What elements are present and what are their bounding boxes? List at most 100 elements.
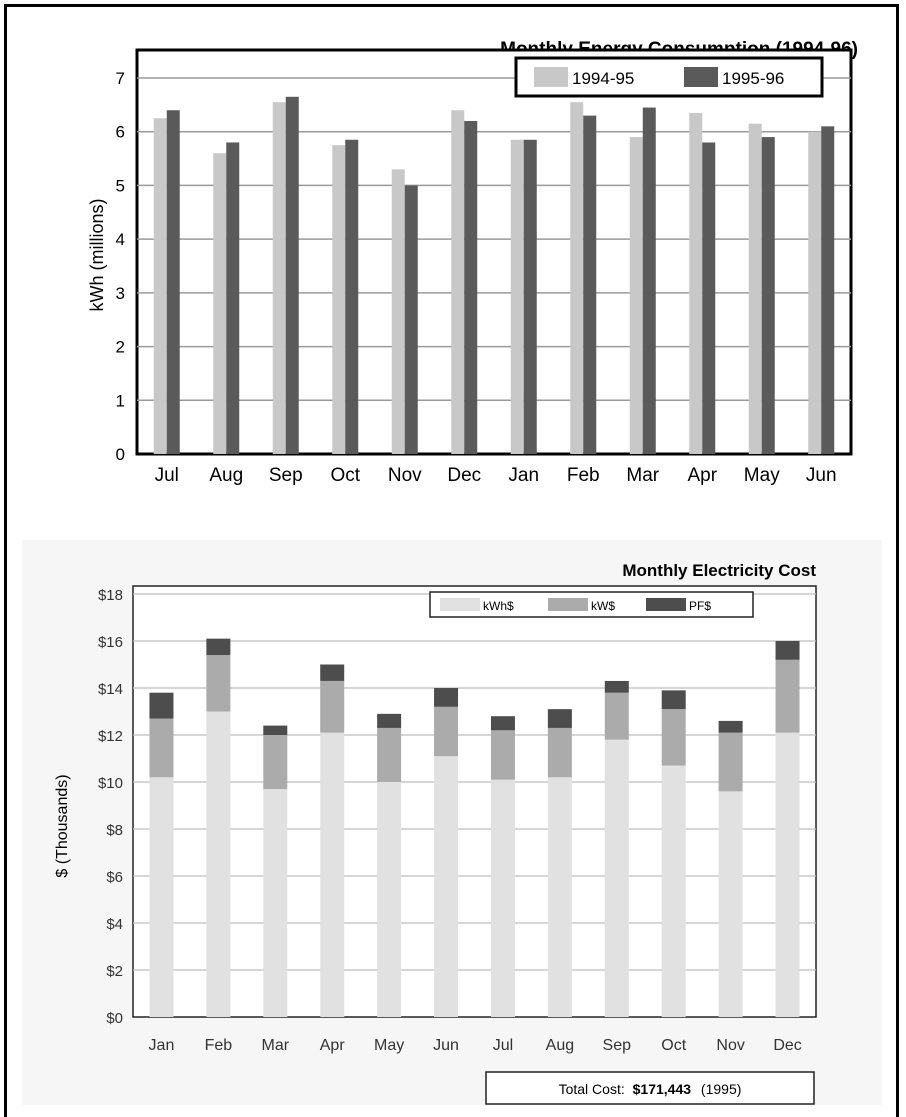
chart2-xtick-label: Oct <box>661 1037 686 1054</box>
chart1-bar <box>166 110 180 454</box>
chart2-bar-segment <box>263 725 288 735</box>
chart2-xtick-label: Aug <box>546 1037 574 1054</box>
chart2-xtick-label: May <box>374 1037 404 1054</box>
chart1-xtick-label: Nov <box>388 465 422 486</box>
chart2-xtick-label: Sep <box>603 1037 632 1054</box>
chart2-bar-segment <box>434 706 459 757</box>
chart1-bar <box>583 115 597 454</box>
chart1-ytick-label: 7 <box>116 69 125 88</box>
chart1-xtick-label: Mar <box>626 465 659 486</box>
chart2-ytick-label: $16 <box>98 634 123 651</box>
chart1-bar <box>761 137 775 455</box>
chart1-legend-label: 1995-96 <box>722 69 784 88</box>
chart1-bar <box>404 185 418 454</box>
chart2-bar-segment <box>775 732 800 1017</box>
chart2-legend-swatch <box>440 598 480 611</box>
chart2-frame <box>132 585 817 1018</box>
chart2-bar-segment <box>490 730 515 780</box>
chart1-legend-label: 1994-95 <box>572 69 634 88</box>
chart2-bar-segment <box>149 718 174 778</box>
chart1-xtick-label: Apr <box>687 465 717 486</box>
chart2-bar-segment <box>718 720 743 733</box>
chart2-bar-segment <box>661 709 686 766</box>
chart2-legend <box>429 591 754 618</box>
chart1-bar <box>570 102 584 455</box>
chart2-bar-segment <box>206 711 231 1017</box>
chart2-bar-segment <box>547 709 572 728</box>
chart1-bar <box>510 139 524 454</box>
chart1-xtick-label: Aug <box>209 465 243 486</box>
chart1-bar <box>285 96 299 455</box>
chart2-bar-segment <box>206 638 231 656</box>
chart2-ylabel: $ (Thousands) <box>54 774 71 877</box>
chart2-bar-segment <box>604 692 629 740</box>
chart2-ytick-label: $0 <box>106 1010 123 1027</box>
total-cost-value: $171,443 <box>633 1081 692 1097</box>
chart2-bar-segment <box>718 791 743 1017</box>
chart1-legend-swatch <box>684 67 718 87</box>
chart2-legend-label: kW$ <box>591 599 615 613</box>
chart1-xtick-label: Dec <box>447 465 481 486</box>
chart1-plot-area: 0 1 2 3 4 5 6 7 Jul Aug Sep Oct Nov Dec Jan Feb Mar Apr Ma… <box>116 48 853 486</box>
chart2-xtick-label: Jun <box>433 1037 459 1054</box>
chart2-bar-segment <box>320 732 345 1017</box>
chart1-ytick-label: 5 <box>116 176 125 195</box>
chart2-xtick-label: Dec <box>773 1037 801 1054</box>
chart2-legend-swatch <box>548 598 588 611</box>
chart1-bar <box>808 131 822 454</box>
chart2-xtick-label: Nov <box>716 1037 744 1054</box>
energy-consumption-chart: Monthly Energy Consumption (1994-96) 012… <box>87 39 858 486</box>
chart2-ytick-label: $8 <box>106 822 123 839</box>
chart1-bar <box>748 123 762 455</box>
chart2-bar-segment <box>547 727 572 778</box>
chart2-legend-swatch <box>646 598 686 611</box>
chart2-plot-area: $0 $2 $4 $6 $8 $10 $12 $14 $16 $18 Jan Feb Mar Apr May… <box>98 585 817 1054</box>
chart1-bar <box>272 102 286 455</box>
chart2-bar-segment <box>604 739 629 1017</box>
chart2-bar-segment <box>263 735 288 790</box>
chart2-bar-segment <box>490 716 515 731</box>
chart2-bar-segment <box>547 777 572 1017</box>
chart2-ytick-label: $12 <box>98 728 123 745</box>
chart2-ytick-label: $4 <box>106 916 123 933</box>
chart1-xtick-label: Sep <box>269 465 303 486</box>
chart1-ytick-label: 0 <box>116 445 125 464</box>
chart1-bar <box>332 145 346 454</box>
chart2-bar-segment <box>775 641 800 660</box>
chart1-xtick-label: Jul <box>155 465 179 486</box>
chart2-xtick-label: Jan <box>149 1037 175 1054</box>
chart2-ytick-label: $14 <box>98 681 123 698</box>
chart1-bar <box>153 118 167 455</box>
chart2-bar-segment <box>434 688 459 707</box>
chart2-ytick-label: $18 <box>98 587 123 604</box>
chart1-bar <box>226 142 240 454</box>
chart1-ytick-label: 6 <box>116 123 125 142</box>
chart1-bar <box>629 137 643 455</box>
chart2-legend-label: PF$ <box>689 599 711 613</box>
chart2-xtick-label: Jul <box>493 1037 513 1054</box>
page-frame <box>4 4 899 1117</box>
chart1-xtick-label: Oct <box>330 465 360 486</box>
chart2-bar-segment <box>206 655 231 712</box>
chart1-ytick-label: 2 <box>116 338 125 357</box>
chart2-bar-segment <box>320 680 345 733</box>
chart2-bar-segment <box>377 713 402 728</box>
chart2-bar-segment <box>490 779 515 1017</box>
chart2-ytick-label: $10 <box>98 775 123 792</box>
total-cost-box: Total Cost: $171,443 (1995) <box>485 1071 815 1105</box>
chart2-bar-segment <box>661 765 686 1017</box>
chart1-bar <box>345 139 359 454</box>
chart1-bar <box>391 169 405 455</box>
chart1-legend-swatch <box>534 67 568 87</box>
chart2-xtick-label: Apr <box>320 1037 346 1054</box>
chart1-bar <box>464 120 478 454</box>
chart2-bar-segment <box>604 680 629 693</box>
chart2-bar-segment <box>149 777 174 1017</box>
chart1-ytick-label: 1 <box>116 391 125 410</box>
total-cost-label: Total Cost: <box>559 1081 625 1097</box>
chart2-bar-segment <box>434 756 459 1017</box>
chart2-xtick-label: Mar <box>262 1037 290 1054</box>
chart2-bar-segment <box>377 727 402 782</box>
chart1-bar <box>642 107 656 455</box>
chart1-bar <box>213 153 227 454</box>
